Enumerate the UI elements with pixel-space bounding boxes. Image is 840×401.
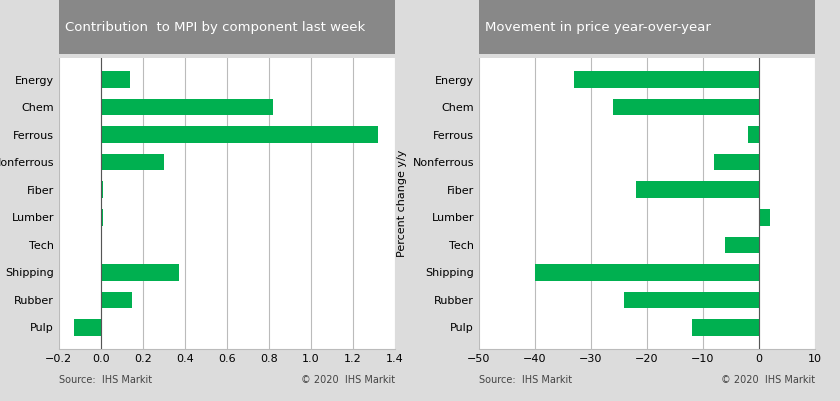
Text: © 2020  IHS Markit: © 2020 IHS Markit [721, 375, 815, 385]
Bar [759, 209, 770, 225]
Bar [714, 154, 759, 170]
Text: Contribution  to MPI by component last week: Contribution to MPI by component last we… [65, 20, 365, 34]
Bar [624, 292, 759, 308]
Bar [74, 319, 101, 336]
Bar [101, 154, 164, 170]
Text: Source:  IHS Markit: Source: IHS Markit [479, 375, 572, 385]
Bar [613, 99, 759, 115]
Text: Movement in price year-over-year: Movement in price year-over-year [485, 20, 711, 34]
Bar [748, 126, 759, 143]
Bar [101, 99, 273, 115]
Text: © 2020  IHS Markit: © 2020 IHS Markit [301, 375, 395, 385]
Bar [574, 71, 759, 88]
Bar [101, 71, 130, 88]
Text: Source:  IHS Markit: Source: IHS Markit [59, 375, 152, 385]
Bar [725, 237, 759, 253]
Bar [101, 209, 102, 225]
Bar [101, 182, 102, 198]
Bar [535, 264, 759, 281]
Bar [101, 292, 133, 308]
Bar [101, 264, 179, 281]
Bar [691, 319, 759, 336]
Y-axis label: Percent change y/y: Percent change y/y [396, 150, 407, 257]
Bar [636, 182, 759, 198]
Bar [101, 126, 378, 143]
